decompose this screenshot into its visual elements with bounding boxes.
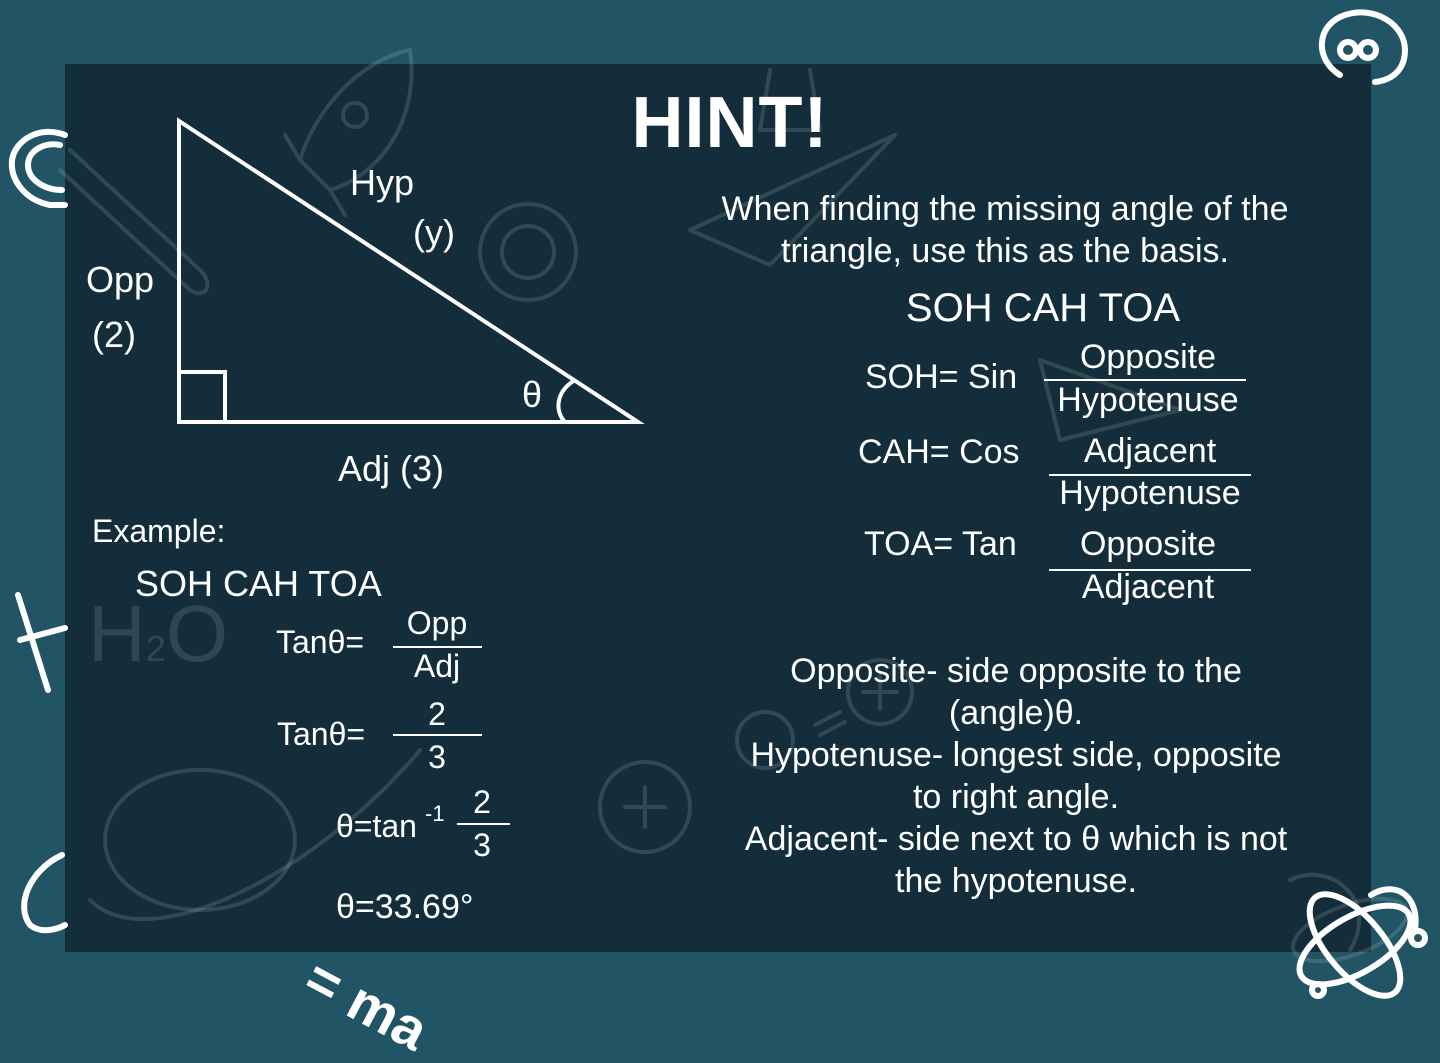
toa-denominator: Adjacent [1081, 568, 1215, 606]
water-h: H [88, 589, 146, 678]
step2-denominator: 3 [428, 739, 446, 775]
step3-denominator: 3 [473, 827, 491, 863]
toa-label: TOA= Tan [864, 525, 1017, 563]
cah-denominator: Hypotenuse [1059, 474, 1241, 512]
water-formula-doodle: H2O [88, 588, 228, 680]
step1-lhs: Tanθ= [276, 624, 365, 660]
step3-numerator: 2 [473, 784, 491, 820]
definition-line-6: the hypotenuse. [895, 862, 1137, 900]
planet-ring-icon [21, 852, 68, 934]
adjacent-label: Adj (3) [338, 448, 445, 489]
water-o: O [165, 589, 229, 678]
soh-denominator: Hypotenuse [1057, 381, 1239, 419]
example-label: Example: [92, 513, 226, 549]
hypotenuse-value: (y) [413, 212, 455, 253]
opposite-value: (2) [92, 314, 136, 355]
soh-label: SOH= Sin [865, 358, 1018, 396]
step2-lhs: Tanθ= [277, 716, 366, 752]
intro-line-2: triangle, use this as the basis. [781, 232, 1229, 270]
toa-numerator: Opposite [1079, 525, 1217, 563]
paperclip-icon [8, 128, 68, 208]
cah-numerator: Adjacent [1083, 432, 1217, 470]
cah-label: CAH= Cos [858, 433, 1020, 471]
example-result: θ=33.69° [336, 888, 474, 926]
toa-fraction-bar [1049, 569, 1251, 571]
example-mnemonic: SOH CAH TOA [135, 563, 382, 604]
intro-line-1: When finding the missing angle of the [721, 190, 1289, 228]
page-title: HINT! [631, 83, 829, 163]
water-2: 2 [145, 628, 166, 669]
step2-numerator: 2 [428, 696, 446, 732]
step1-fraction-bar [393, 646, 482, 648]
definition-line-4: to right angle. [912, 778, 1120, 816]
definition-line-3: Hypotenuse- longest side, opposite [750, 736, 1282, 774]
step1-numerator: Opp [406, 605, 468, 641]
step3-fraction-bar [457, 823, 510, 825]
formula-doodle: = ma [294, 945, 439, 1063]
step2-fraction-bar [393, 734, 482, 736]
definitions-text: Opposite- side opposite to the (angle)θ.… [690, 650, 1342, 902]
mnemonic-heading: SOH CAH TOA [905, 286, 1181, 330]
soh-fraction-bar [1044, 379, 1246, 381]
cah-fraction-bar [1049, 474, 1251, 476]
definition-line-2: (angle)θ. [948, 694, 1084, 732]
h2o-partial-icon [15, 592, 68, 693]
soh-numerator: Opposite [1079, 338, 1217, 376]
opposite-label: Opp [86, 259, 155, 300]
step3-superscript: -1 [425, 801, 445, 826]
angle-theta-label: θ [522, 374, 543, 415]
step3-lhs: θ=tan [336, 808, 417, 844]
hypotenuse-label: Hyp [350, 162, 415, 203]
intro-text: When finding the missing angle of the tr… [680, 188, 1330, 272]
step1-denominator: Adj [413, 648, 461, 684]
definition-line-1: Opposite- side opposite to the [790, 652, 1242, 690]
definition-line-5: Adjacent- side next to θ which is not [744, 820, 1288, 858]
